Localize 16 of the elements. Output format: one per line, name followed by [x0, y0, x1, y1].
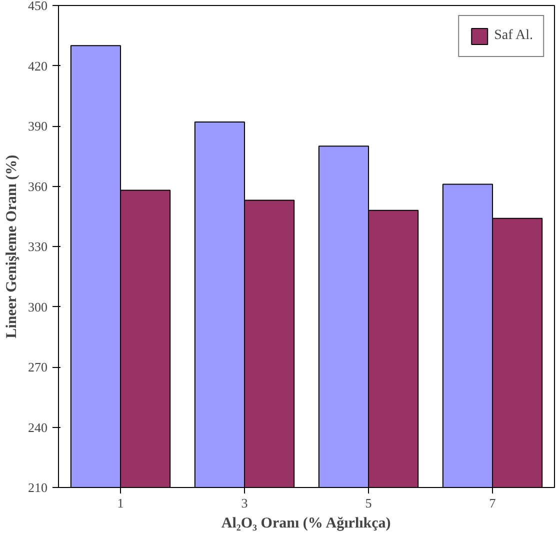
y-tick-label: 420	[28, 58, 48, 74]
y-tick-label: 450	[28, 0, 48, 13]
y-tick-label: 210	[28, 480, 48, 495]
x-tick-label: 3	[241, 496, 248, 510]
y-tick-label: 330	[28, 239, 48, 254]
x-tick-label: 5	[365, 496, 372, 510]
y-tick-label: 240	[28, 420, 48, 435]
y-tick-label: 360	[28, 178, 48, 194]
x-tick-label: 7	[489, 496, 496, 510]
x-axis-title: Al₂O₃ Oranı (% Ağırlıkça)	[221, 516, 391, 532]
y-tick-label: 300	[28, 299, 48, 314]
legend-label: Saf Al.	[494, 28, 533, 44]
x-tick-label: 1	[117, 496, 124, 510]
y-tick-label: 390	[28, 118, 48, 134]
y-axis-title: Lineer Genişleme Oranı (%)	[4, 154, 20, 338]
y-tick-label: 270	[28, 360, 48, 374]
